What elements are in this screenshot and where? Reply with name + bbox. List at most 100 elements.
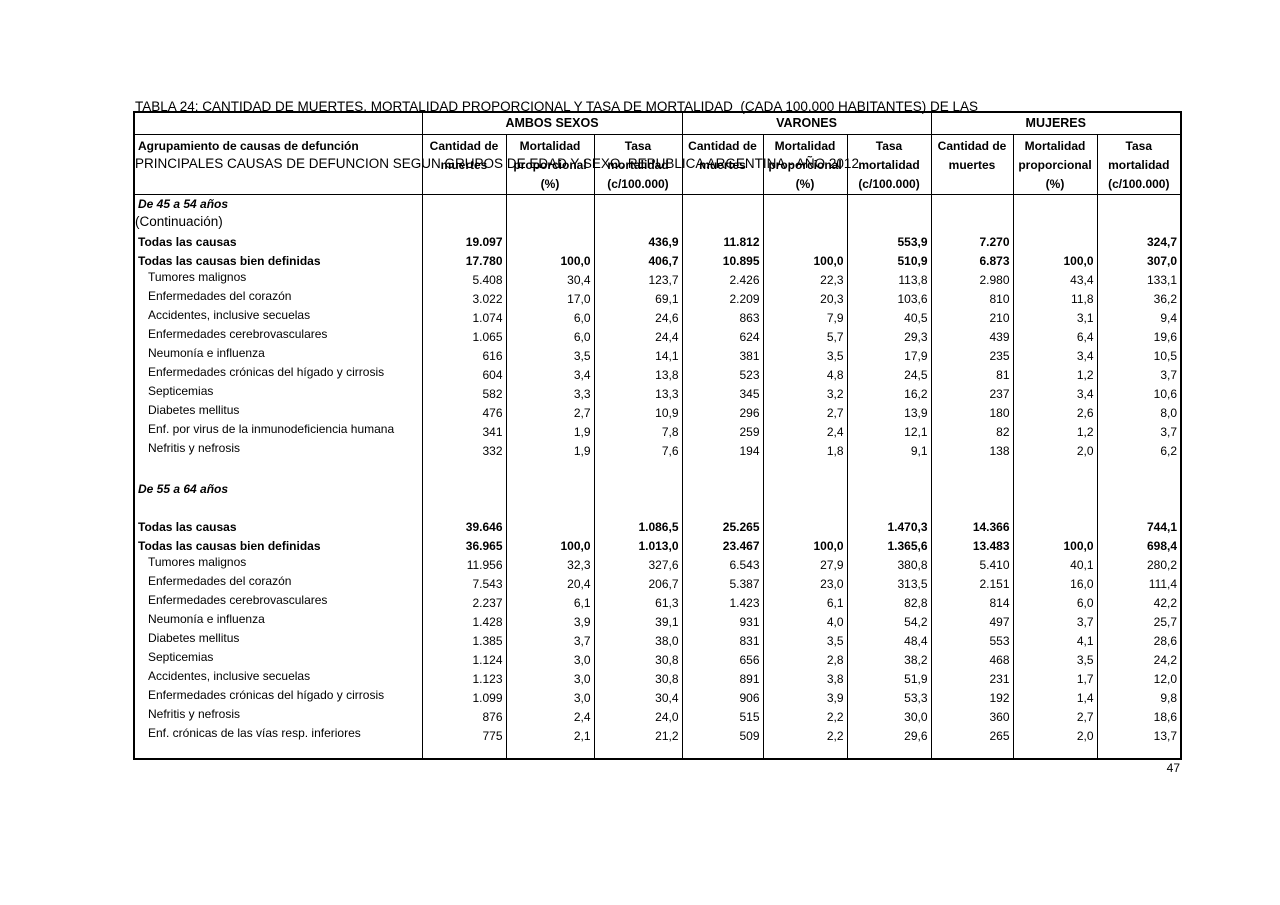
table-title-line1: TABLA 24: CANTIDAD DE MUERTES, MORTALIDA… xyxy=(135,98,978,114)
value-cell xyxy=(681,194,763,214)
value-cell: 23,0 xyxy=(762,574,847,594)
value-cell: 3,5 xyxy=(762,346,847,366)
cause-label: Tumores malignos xyxy=(148,270,247,285)
value-cell xyxy=(846,479,932,499)
value-cell: 111,4 xyxy=(1096,574,1182,594)
cause-row: Tumores malignos 5.408 30,4 123,7 2.426 22,3 1… xyxy=(134,270,1182,290)
value-cell: 4,8 xyxy=(762,365,847,385)
cause-label: Neumonía e influenza xyxy=(148,346,265,361)
value-cell: 439 xyxy=(930,327,1014,347)
value-cell: 13,8 xyxy=(593,365,682,385)
cause-label: Diabetes mellitus xyxy=(148,403,240,418)
value-cell xyxy=(421,460,506,480)
cause-label-cell: Diabetes mellitus xyxy=(134,404,422,423)
cause-row: Diabetes mellitus 1.385 3,7 38,0 831 3,5 48,4 5… xyxy=(134,631,1182,651)
value-cell: 10,6 xyxy=(1096,384,1182,404)
value-cell xyxy=(1012,460,1098,480)
page-number: 47 xyxy=(1166,761,1180,775)
col-header-mujeres-cantidad: Cantidad de muertes xyxy=(930,133,1014,195)
cause-label: Todas las causas xyxy=(138,519,237,534)
spacer-row xyxy=(134,498,1182,518)
cause-label-cell: Neumonía e influenza xyxy=(134,613,422,632)
value-cell: 51,9 xyxy=(846,669,932,689)
cause-label-cell: Enfermedades cerebrovasculares xyxy=(134,328,422,347)
col-header-varones-cantidad: Cantidad de muertes xyxy=(681,133,764,195)
value-cell: 12,0 xyxy=(1096,669,1182,689)
value-cell xyxy=(421,194,506,214)
value-cell xyxy=(593,479,682,499)
value-cell: 24,6 xyxy=(593,308,682,328)
value-cell: 42,2 xyxy=(1096,593,1182,613)
value-cell: 259 xyxy=(681,422,763,442)
cause-label-cell: Todas las causas xyxy=(134,518,422,537)
value-cell: 280,2 xyxy=(1096,555,1182,575)
value-cell: 6.543 xyxy=(681,555,763,575)
cause-label: Todas las causas bien definidas xyxy=(138,253,321,268)
cause-label: Todas las causas bien definidas xyxy=(138,538,321,553)
cause-row: Enfermedades crónicas del hígado y cirro… xyxy=(134,365,1182,385)
total-row: Todas las causas 19.097 436,9 11.812 553,9 7.… xyxy=(134,232,1182,252)
value-cell: 381 xyxy=(681,346,763,366)
value-cell: 133,1 xyxy=(1096,270,1182,290)
cause-label-cell: Accidentes, inclusive secuelas xyxy=(134,670,422,689)
value-cell: 2,2 xyxy=(762,726,847,746)
age-group-row: De 45 a 54 años xyxy=(134,194,1182,214)
value-cell: 10,5 xyxy=(1096,346,1182,366)
value-cell xyxy=(1012,479,1098,499)
table-header: AMBOS SEXOS VARONES MUJERES Agrupamiento… xyxy=(133,111,1182,195)
value-cell: 53,3 xyxy=(846,688,932,708)
value-cell: 5.387 xyxy=(681,574,763,594)
value-cell: 18,6 xyxy=(1096,707,1182,727)
value-cell: 6,0 xyxy=(505,308,594,328)
value-cell xyxy=(1096,745,1182,759)
cause-row: Enfermedades crónicas del hígado y cirro… xyxy=(134,688,1182,708)
mortality-table: AMBOS SEXOS VARONES MUJERES Agrupamiento… xyxy=(133,111,1183,760)
value-cell: 69,1 xyxy=(593,289,682,309)
value-cell xyxy=(1012,232,1098,252)
value-cell xyxy=(1096,498,1182,518)
value-cell: 24,2 xyxy=(1096,650,1182,670)
cause-row: Neumonía e influenza 1.428 3,9 39,1 931 4,0 54… xyxy=(134,612,1182,632)
value-cell: 468 xyxy=(930,650,1014,670)
cause-row: Nefritis y nefrosis 332 1,9 7,6 194 1,8 9,1 138… xyxy=(134,441,1182,461)
total-row: Todas las causas bien definidas 17.780 100… xyxy=(134,251,1182,271)
value-cell: 3.022 xyxy=(421,289,506,309)
value-cell: 20,4 xyxy=(505,574,594,594)
value-cell xyxy=(762,460,847,480)
value-cell xyxy=(762,498,847,518)
value-cell: 17,0 xyxy=(505,289,594,309)
value-cell xyxy=(505,479,594,499)
cause-label-cell: Enfermedades crónicas del hígado y cirro… xyxy=(134,366,422,385)
value-cell: 237 xyxy=(930,384,1014,404)
cause-label: De 45 a 54 años xyxy=(138,196,229,211)
value-cell: 11,8 xyxy=(1012,289,1098,309)
value-cell: 1.074 xyxy=(421,308,506,328)
value-cell xyxy=(505,194,594,214)
value-cell: 40,1 xyxy=(1012,555,1098,575)
value-cell: 3,5 xyxy=(505,346,594,366)
value-cell xyxy=(681,479,763,499)
value-cell xyxy=(846,213,932,233)
value-cell: 436,9 xyxy=(593,232,682,252)
value-cell: 863 xyxy=(681,308,763,328)
value-cell: 6,4 xyxy=(1012,327,1098,347)
sex-group-header-row: AMBOS SEXOS VARONES MUJERES xyxy=(133,111,1182,135)
value-cell: 744,1 xyxy=(1096,517,1182,537)
cause-label-cell xyxy=(134,214,422,233)
value-cell xyxy=(1012,498,1098,518)
cause-label-cell: Neumonía e influenza xyxy=(134,347,422,366)
value-cell: 1,9 xyxy=(505,422,594,442)
value-cell: 1,9 xyxy=(505,441,594,461)
col-header-varones-proporcional: Mortalidad proporcional (%) xyxy=(762,133,848,195)
value-cell: 3,9 xyxy=(762,688,847,708)
value-cell: 1.423 xyxy=(681,593,763,613)
value-cell: 2,4 xyxy=(505,707,594,727)
value-cell: 21,2 xyxy=(593,726,682,746)
value-cell: 9,4 xyxy=(1096,308,1182,328)
cause-label: Neumonía e influenza xyxy=(148,612,265,627)
cause-label-cell: Enfermedades del corazón xyxy=(134,575,422,594)
cause-label: Nefritis y nefrosis xyxy=(148,707,241,722)
cause-label: Septicemias xyxy=(148,650,214,665)
value-cell: 100,0 xyxy=(1012,251,1098,271)
cause-row: Enf. por virus de la inmunodeficiencia h… xyxy=(134,422,1182,442)
